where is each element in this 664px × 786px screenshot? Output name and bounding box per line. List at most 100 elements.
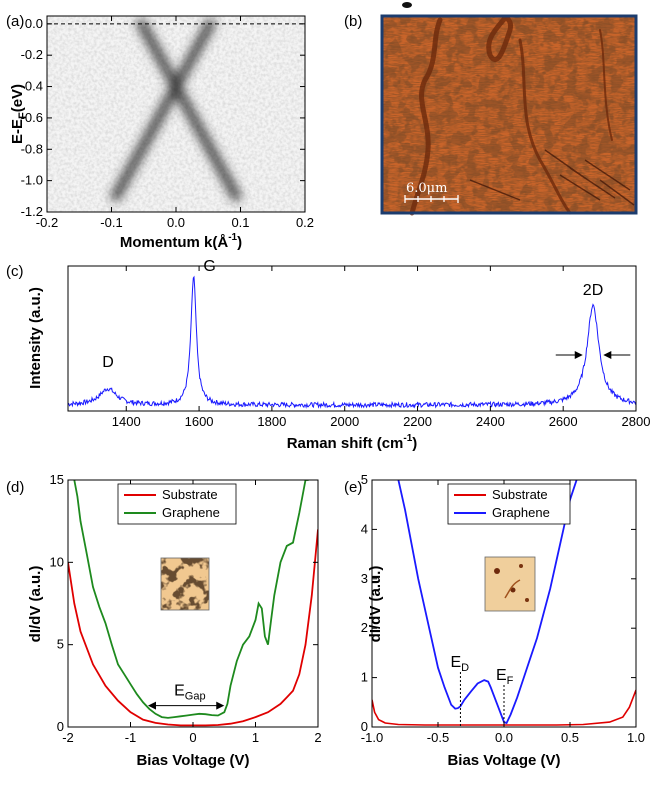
inset-d-frame xyxy=(160,557,210,611)
x-tick-label: 2200 xyxy=(403,414,432,429)
y-tick-label: 4 xyxy=(361,521,368,536)
panel-b-label: (b) xyxy=(344,13,362,30)
x-tick-label: -1.0 xyxy=(361,730,383,745)
scale-bar: 6.0μm xyxy=(404,181,459,203)
x-tick-label: 1.0 xyxy=(627,730,645,745)
x-tick-label: 1400 xyxy=(112,414,141,429)
inset-e-base xyxy=(485,557,535,611)
domain-boundary-right xyxy=(518,38,572,215)
y-tick-label: -0.6 xyxy=(21,110,43,125)
legend-d-graphene-label: Graphene xyxy=(162,505,220,520)
x-tick-label: 1600 xyxy=(185,414,214,429)
y-tick-label: 0 xyxy=(57,719,64,734)
panel-c-label: (c) xyxy=(6,263,24,280)
panel-c-frame xyxy=(67,265,637,412)
panel-e-ylabel: dI/dV (a.u.) xyxy=(367,566,384,643)
x-tick-label: 1800 xyxy=(257,414,286,429)
afm-ridges xyxy=(469,149,635,206)
graphene-curve-e xyxy=(397,480,578,725)
fwhm-arrowhead-right xyxy=(603,351,612,360)
panel-c-xlabel: Raman shift (cm-1) xyxy=(287,433,418,452)
legend-e-box xyxy=(447,483,571,525)
panel-e-sts: (e) -1.0 -0.5 0.0 0.5 1.0 0 1 2 3 4 5 Substrate Gr… xyxy=(344,472,645,769)
panel-d-ylabel: dI/dV (a.u.) xyxy=(27,566,44,643)
scale-bar-label: 6.0μm xyxy=(406,181,447,196)
panel-a-ylabel: E-EF(eV) xyxy=(9,84,29,144)
inset-d-pattern xyxy=(161,558,209,610)
ed-sub: D xyxy=(461,662,469,674)
gap-arrowhead-right xyxy=(216,701,225,710)
x-tick-label: 0.0 xyxy=(167,215,185,230)
legend-d-substrate-label: Substrate xyxy=(162,487,218,502)
substrate-curve-d xyxy=(68,529,318,727)
marker-dot xyxy=(402,2,412,8)
legend-d-box xyxy=(117,483,237,525)
panel-a-xlabel: Momentum k(Å-1) xyxy=(120,232,242,251)
panel-d-axes: -2 -1 0 1 2 0 5 10 15 xyxy=(50,472,322,745)
y-tick-label: -0.2 xyxy=(21,47,43,62)
panel-e-xlabel: Bias Voltage (V) xyxy=(447,752,560,769)
fwhm-arrows xyxy=(555,351,631,360)
x-tick-label: -2 xyxy=(62,730,74,745)
x-tick-label: 0.2 xyxy=(296,215,314,230)
raman-peak-labels: D G 2D xyxy=(102,258,603,371)
legend-d: Substrate Graphene xyxy=(117,483,237,525)
legend-e-substrate-label: Substrate xyxy=(492,487,548,502)
y-tick-label: 2 xyxy=(361,620,368,635)
raman-spectrum-line xyxy=(68,275,636,409)
legend-e: Substrate Graphene xyxy=(447,483,571,525)
domain-boundary-left xyxy=(409,17,443,216)
y-tick-label: 5 xyxy=(361,472,368,487)
x-tick-label: 2800 xyxy=(622,414,651,429)
y-tick-label: -0.8 xyxy=(21,141,43,156)
x-tick-label: 0.0 xyxy=(495,730,513,745)
y-tick-label: 0.0 xyxy=(25,16,43,31)
gap-arrowhead-left xyxy=(148,701,156,710)
x-tick-label: 0.5 xyxy=(561,730,579,745)
legend-e-graphene-label: Graphene xyxy=(492,505,550,520)
raman-peak-label: G xyxy=(203,258,215,275)
panel-e-axes: -1.0 -0.5 0.0 0.5 1.0 0 1 2 3 4 5 xyxy=(361,472,645,745)
x-tick-label: 0 xyxy=(189,730,196,745)
y-tick-label: -0.4 xyxy=(21,79,43,94)
domain-boundary-loop xyxy=(486,15,513,63)
panel-d-label: (d) xyxy=(6,479,24,496)
energy-annotations: ED E F xyxy=(450,654,514,727)
x-tick-label: -0.2 xyxy=(36,215,58,230)
raman-peak-label: 2D xyxy=(583,282,603,299)
ef-sub: F xyxy=(507,675,514,687)
arpes-noise xyxy=(47,16,305,212)
afm-domain-boundaries xyxy=(409,15,613,216)
panel-c-axes: 1400 1600 1800 2000 2200 2400 2600 2800 xyxy=(112,266,651,429)
x-tick-label: 1 xyxy=(252,730,259,745)
x-tick-label: 2000 xyxy=(330,414,359,429)
x-tick-label: -0.1 xyxy=(100,215,122,230)
dirac-point-label: ED xyxy=(450,654,469,674)
x-tick-label: 0.1 xyxy=(231,215,249,230)
substrate-curve-e xyxy=(372,689,636,726)
panel-c-ylabel: Intensity (a.u.) xyxy=(27,287,44,389)
inset-e-frame xyxy=(484,556,536,612)
domain-boundary-edge xyxy=(599,29,613,141)
inset-d-image xyxy=(160,557,210,611)
panel-d-sts: (d) -2 -1 0 1 2 0 5 10 15 Substrate Graphene EGa… xyxy=(6,472,322,769)
panel-e-label: (e) xyxy=(344,479,362,496)
afm-frame xyxy=(380,14,638,215)
panel-c-raman: (c) 1400 1600 1800 2000 2200 2400 2600 2800 D G 2… xyxy=(6,258,650,452)
inset-e-image xyxy=(484,556,536,612)
panel-b-afm-image: (b) 6.0μm xyxy=(344,2,638,216)
ed-main: E xyxy=(450,654,461,671)
x-tick-label: 2600 xyxy=(549,414,578,429)
graphene-curve-d xyxy=(73,480,309,719)
panel-a-axes: -0.2 -0.1 0.0 0.1 0.2 0.0 -0.2 -0.4 -0.6 -0.8 -1.0… xyxy=(21,16,314,230)
panel-a-arpes: (a) -0.2 -0.1 0.0 0.1 0.2 0.0 -0.2 -0.4 -0.6 -0.8… xyxy=(6,13,314,251)
gap-annotation: EGap xyxy=(148,683,225,710)
x-tick-label: -1 xyxy=(125,730,137,745)
y-tick-label: 3 xyxy=(361,571,368,586)
gap-label-main: E xyxy=(174,683,185,700)
gap-label: EGap xyxy=(174,683,205,703)
y-tick-label: -1.0 xyxy=(21,173,43,188)
x-tick-label: 2400 xyxy=(476,414,505,429)
x-tick-label: -0.5 xyxy=(427,730,449,745)
